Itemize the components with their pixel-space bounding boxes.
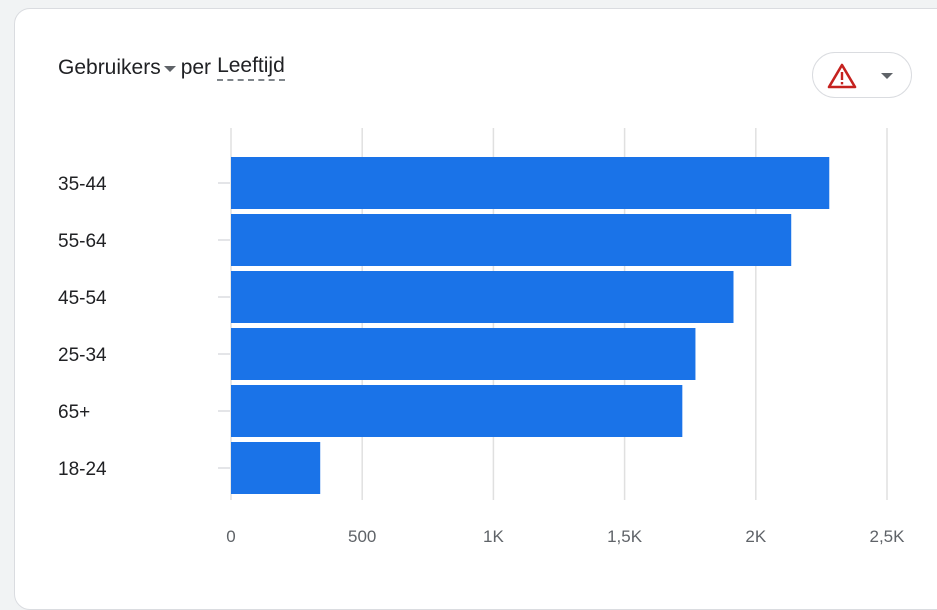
category-label: 45-54 bbox=[58, 288, 107, 309]
metric-selector[interactable]: Gebruikers bbox=[58, 55, 161, 79]
bar-35-44[interactable] bbox=[231, 157, 830, 209]
x-tick-label: 2,5K bbox=[870, 527, 906, 546]
x-tick-label: 2K bbox=[745, 527, 766, 546]
x-tick-label: 500 bbox=[348, 527, 376, 546]
bar-65+[interactable] bbox=[231, 385, 683, 437]
warning-dropdown-button[interactable] bbox=[812, 52, 912, 98]
x-tick-label: 0 bbox=[226, 527, 235, 546]
x-tick-labels: 0 500 1K 1,5K 2K 2,5K bbox=[226, 527, 905, 546]
x-tick-label: 1K bbox=[483, 527, 504, 546]
warning-triangle-icon bbox=[827, 63, 857, 89]
metric-dropdown-icon[interactable] bbox=[163, 65, 176, 72]
dimension-selector[interactable]: Leeftijd bbox=[217, 54, 285, 81]
bar-18-24[interactable] bbox=[231, 442, 321, 494]
x-tick-label: 1,5K bbox=[607, 527, 643, 546]
title-connector: per bbox=[180, 55, 212, 79]
category-label: 65+ bbox=[58, 402, 90, 423]
chevron-down-icon bbox=[881, 73, 893, 79]
bar-25-34[interactable] bbox=[231, 328, 696, 380]
bar-chart: 35-44 55-64 45-54 25-34 65+ 18-24 0 500 1K 1,5K 2… bbox=[58, 128, 905, 546]
category-label: 18-24 bbox=[58, 459, 107, 480]
bar-45-54[interactable] bbox=[231, 271, 734, 323]
category-labels: 35-44 55-64 45-54 25-34 65+ 18-24 bbox=[58, 174, 107, 480]
chart-title: Gebruikers per Leeftijd bbox=[58, 54, 285, 81]
bar-55-64[interactable] bbox=[231, 214, 792, 266]
category-label: 35-44 bbox=[58, 174, 107, 195]
category-label: 55-64 bbox=[58, 231, 107, 252]
category-label: 25-34 bbox=[58, 345, 107, 366]
bars bbox=[231, 157, 830, 494]
